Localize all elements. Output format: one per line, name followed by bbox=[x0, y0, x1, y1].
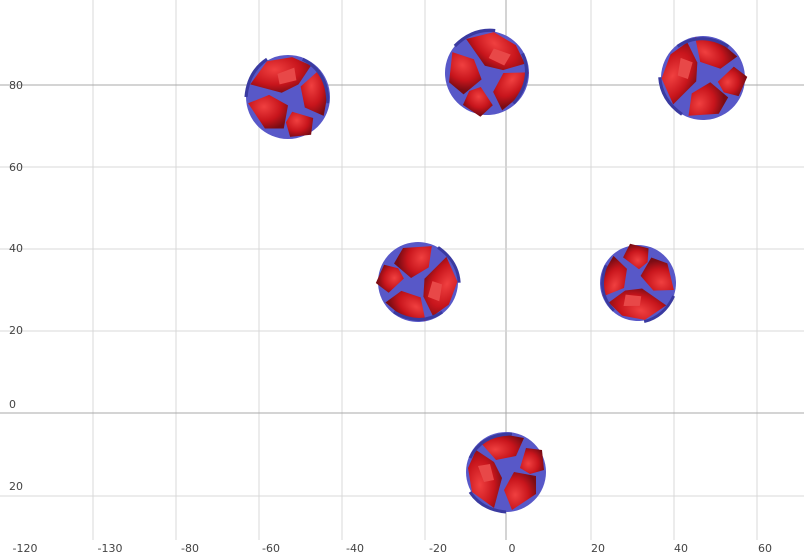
x-axis-label: -20 bbox=[429, 542, 447, 555]
blob bbox=[426, 12, 548, 134]
y-axis-label: 60 bbox=[9, 161, 23, 174]
blob bbox=[244, 53, 332, 141]
x-axis-label: -130 bbox=[98, 542, 123, 555]
x-axis-label: 20 bbox=[591, 542, 605, 555]
x-axis-label: 40 bbox=[674, 542, 688, 555]
y-axis-label: 20 bbox=[9, 324, 23, 337]
y-axis-label: 40 bbox=[9, 242, 23, 255]
blob bbox=[644, 19, 762, 137]
y-axis-label: 20 bbox=[9, 480, 23, 493]
blob bbox=[361, 225, 475, 339]
x-axis-label: 0 bbox=[509, 542, 516, 555]
objects bbox=[244, 12, 762, 514]
y-axis-label: 0 bbox=[9, 398, 16, 411]
x-axis-label: 60 bbox=[758, 542, 772, 555]
x-axis-label: -80 bbox=[181, 542, 199, 555]
x-axis-label: -40 bbox=[346, 542, 364, 555]
x-axis-label: -60 bbox=[262, 542, 280, 555]
blob bbox=[464, 430, 548, 514]
x-axis-label: -120 bbox=[13, 542, 38, 555]
y-axis-label: 80 bbox=[9, 79, 23, 92]
